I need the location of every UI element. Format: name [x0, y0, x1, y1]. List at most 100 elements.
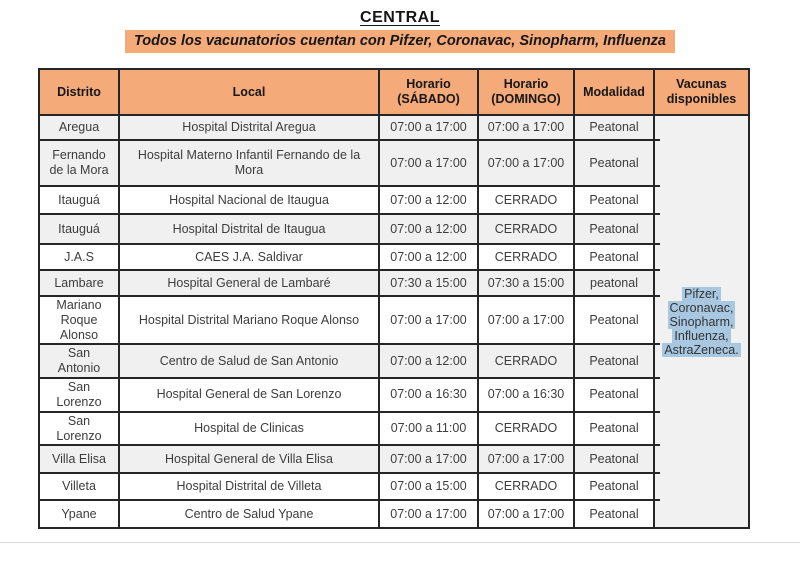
- local-cell: CAES J.A. Saldivar: [118, 243, 380, 271]
- local-cell: Hospital Distrital Mariano Roque Alonso: [118, 294, 380, 346]
- modality-cell: Peatonal: [573, 114, 655, 141]
- sunday-hours-cell: 07:00 a 17:00: [477, 114, 575, 141]
- modality-cell: Peatonal: [573, 213, 655, 245]
- table-row: J.A.S CAES J.A. Saldivar 07:00 a 12:00 C…: [38, 243, 749, 271]
- district-cell: Villa Elisa: [38, 444, 120, 475]
- local-cell: Centro de Salud Ypane: [118, 499, 380, 530]
- row-border-tick: [656, 139, 660, 141]
- modality-cell: Peatonal: [573, 294, 655, 346]
- modality-cell: peatonal: [573, 269, 655, 297]
- saturday-hours-cell: 07:00 a 15:00: [378, 472, 479, 502]
- row-border-tick: [656, 377, 660, 379]
- saturday-hours-cell: 07:00 a 17:00: [378, 499, 479, 530]
- row-border-tick: [656, 411, 660, 413]
- sunday-hours-cell: CERRADO: [477, 243, 575, 271]
- sunday-hours-cell: CERRADO: [477, 472, 575, 502]
- district-cell: San Lorenzo: [38, 376, 120, 413]
- sunday-hours-cell: CERRADO: [477, 185, 575, 215]
- modality-cell: Peatonal: [573, 243, 655, 271]
- table-header-row: Distrito Local Horario (SÁBADO) Horario …: [38, 68, 750, 116]
- district-cell: Lambare: [38, 269, 120, 297]
- district-cell: Itauguá: [38, 185, 120, 215]
- saturday-hours-cell: 07:00 a 17:00: [378, 294, 479, 346]
- table-body: Aregua Hospital Distrital Aregua 07:00 a…: [38, 113, 750, 530]
- local-cell: Hospital Distrital de Itaugua: [118, 213, 380, 245]
- row-border-tick: [656, 185, 660, 187]
- column-header-local: Local: [118, 68, 380, 116]
- vaccine-list: Pifzer, Coronavac, Sinopharm, Influenza, Ast…: [656, 286, 747, 357]
- row-border-tick: [656, 444, 660, 446]
- modality-cell: Peatonal: [573, 139, 655, 187]
- local-cell: Centro de Salud de San Antonio: [118, 343, 380, 379]
- row-border-tick: [656, 213, 660, 215]
- table-row: Itauguá Hospital Nacional de Itaugua 07:…: [38, 185, 749, 215]
- saturday-hours-cell: 07:00 a 12:00: [378, 213, 479, 245]
- vaccine-highlight-line: Pifzer,: [682, 286, 721, 301]
- local-cell: Hospital Nacional de Itaugua: [118, 185, 380, 215]
- district-cell: J.A.S: [38, 243, 120, 271]
- vaccine-highlight-line: Influenza,: [672, 328, 731, 343]
- row-border-tick: [656, 343, 660, 345]
- available-vaccines-cell: Pifzer, Coronavac, Sinopharm, Influenza, Ast…: [653, 113, 750, 530]
- district-cell: San Antonio: [38, 343, 120, 379]
- local-cell: Hospital Materno Infantil Fernando de la…: [118, 139, 380, 187]
- district-cell: Mariano Roque Alonso: [38, 294, 120, 346]
- local-cell: Hospital General de San Lorenzo: [118, 376, 380, 413]
- local-cell: Hospital General de Villa Elisa: [118, 444, 380, 475]
- table-row: Itauguá Hospital Distrital de Itaugua 07…: [38, 213, 749, 245]
- local-cell: Hospital Distrital de Villeta: [118, 472, 380, 502]
- district-cell: Aregua: [38, 114, 120, 141]
- modality-cell: Peatonal: [573, 410, 655, 447]
- table-row: Ypane Centro de Salud Ypane 07:00 a 17:0…: [38, 499, 749, 530]
- vaccine-highlight-line: AstraZeneca.: [662, 342, 741, 357]
- sunday-hours-cell: 07:30 a 15:00: [477, 269, 575, 297]
- district-cell: Fernando de la Mora: [38, 139, 120, 187]
- page-subtitle-row: Todos los vacunatorios cuentan con Pifze…: [0, 30, 800, 53]
- local-cell: Hospital Distrital Aregua: [118, 114, 380, 141]
- column-header-horario-domingo: Horario (DOMINGO): [477, 68, 575, 116]
- district-cell: San Lorenzo: [38, 410, 120, 447]
- vaccine-highlight-line: Sinopharm,: [667, 314, 736, 329]
- row-border-tick: [656, 472, 660, 474]
- page-title: CENTRAL: [0, 9, 800, 27]
- column-header-vacunas: Vacunas disponibles: [653, 68, 750, 116]
- row-border-tick: [656, 243, 660, 245]
- page-title-text: CENTRAL: [360, 9, 440, 26]
- modality-cell: Peatonal: [573, 185, 655, 215]
- sunday-hours-cell: CERRADO: [477, 343, 575, 379]
- saturday-hours-cell: 07:00 a 17:00: [378, 114, 479, 141]
- column-header-horario-sabado: Horario (SÁBADO): [378, 68, 479, 116]
- table-row: Aregua Hospital Distrital Aregua 07:00 a…: [38, 113, 750, 530]
- modality-cell: Peatonal: [573, 376, 655, 413]
- row-border-tick: [656, 295, 660, 297]
- saturday-hours-cell: 07:00 a 12:00: [378, 243, 479, 271]
- table-row: Villeta Hospital Distrital de Villeta 07…: [38, 472, 749, 502]
- saturday-hours-cell: 07:30 a 15:00: [378, 269, 479, 297]
- sunday-hours-cell: 07:00 a 17:00: [477, 499, 575, 530]
- modality-cell: Peatonal: [573, 472, 655, 502]
- district-cell: Ypane: [38, 499, 120, 530]
- column-header-modalidad: Modalidad: [573, 68, 655, 116]
- table-row: Villa Elisa Hospital General de Villa El…: [38, 444, 749, 475]
- local-cell: Hospital de Clinicas: [118, 410, 380, 447]
- saturday-hours-cell: 07:00 a 11:00: [378, 410, 479, 447]
- sunday-hours-cell: 07:00 a 17:00: [477, 139, 575, 187]
- vaccination-schedule-table: Distrito Local Horario (SÁBADO) Horario …: [38, 68, 750, 530]
- sunday-hours-cell: CERRADO: [477, 410, 575, 447]
- table-row: San Lorenzo Hospital General de San Lore…: [38, 376, 749, 413]
- sunday-hours-cell: 07:00 a 17:00: [477, 294, 575, 346]
- modality-cell: Peatonal: [573, 343, 655, 379]
- sunday-hours-cell: 07:00 a 16:30: [477, 376, 575, 413]
- column-header-distrito: Distrito: [38, 68, 120, 116]
- table-row: Mariano Roque Alonso Hospital Distrital …: [38, 294, 749, 346]
- district-cell: Itauguá: [38, 213, 120, 245]
- table-row: Fernando de la Mora Hospital Materno Inf…: [38, 139, 749, 187]
- table-row: San Antonio Centro de Salud de San Anton…: [38, 343, 749, 379]
- local-cell: Hospital General de Lambaré: [118, 269, 380, 297]
- vaccine-highlight-line: Coronavac,: [667, 300, 736, 315]
- row-border-tick: [656, 269, 660, 271]
- saturday-hours-cell: 07:00 a 17:00: [378, 444, 479, 475]
- sunday-hours-cell: 07:00 a 17:00: [477, 444, 575, 475]
- modality-cell: Peatonal: [573, 444, 655, 475]
- saturday-hours-cell: 07:00 a 12:00: [378, 343, 479, 379]
